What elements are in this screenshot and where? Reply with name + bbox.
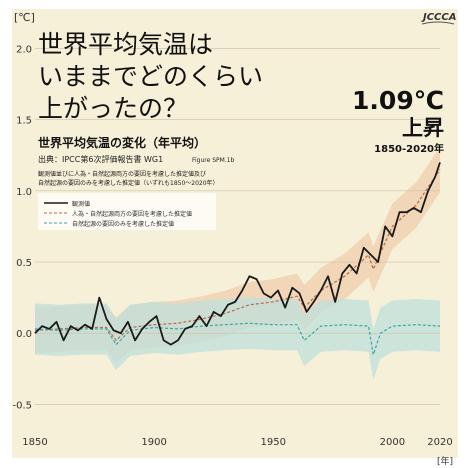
y-tick-label: 1.0 <box>16 187 32 198</box>
y-tick-label: 2.0 <box>16 44 32 55</box>
callout-label: 上昇 <box>402 116 444 140</box>
y-tick-label: 0.0 <box>16 329 32 340</box>
headline-line-2: いままでどのくらい <box>38 62 263 91</box>
legend-box <box>38 193 216 230</box>
y-gridlines <box>35 48 440 405</box>
source-figure: Figure SPM.1b <box>192 157 235 164</box>
axis-tick-labels: -0.5 0.0 0.5 1.0 1.5 2.0 1850 1900 1950 2000 2020 <box>12 44 452 448</box>
callout-period: 1850-2020年 <box>374 142 444 155</box>
x-tick-label: 1850 <box>22 437 47 448</box>
legend-label-human-natural: 人為・自然起源両方の要因を考慮した推定値 <box>72 210 192 218</box>
human-natural-line <box>34 169 441 341</box>
logo: JCCCA <box>421 12 456 23</box>
source-text: 出典：IPCC第6次評価報告書 WG1 <box>38 154 163 164</box>
legend-label-observed: 観測値 <box>72 200 90 208</box>
uncertainty-bands <box>35 146 440 381</box>
description-line-1: 観測値並びに人為・自然起源両方の要因を考慮した推定値及び <box>38 170 206 178</box>
x-tick-label: 2000 <box>380 437 405 448</box>
x-tick-label: 2020 <box>427 437 452 448</box>
headline-line-1: 世界平均気温は <box>38 30 213 59</box>
natural-line <box>34 322 441 356</box>
callout-value: 1.09℃ <box>352 86 444 115</box>
y-tick-label: 1.5 <box>16 116 32 127</box>
legend: 観測値 人為・自然起源両方の要因を考慮した推定値 自然起源の要因のみを考慮した推… <box>38 193 216 230</box>
y-tick-label: 0.5 <box>16 258 32 269</box>
x-tick-label: 1950 <box>261 437 286 448</box>
headline-line-3: 上がったの？ <box>38 94 188 123</box>
x-tick-label: 1900 <box>141 437 166 448</box>
natural-uncertainty-band <box>35 297 440 381</box>
description-line-2: 自然起源の要因のみを考慮した推定値（いずれも1850～2020年） <box>38 179 219 187</box>
y-tick-label: -0.5 <box>12 400 32 411</box>
chart-title: 世界平均気温の変化（年平均） <box>38 135 206 150</box>
observed-line <box>34 162 441 346</box>
logo-swoosh <box>421 21 455 25</box>
legend-label-natural: 自然起源の要因のみを考慮した推定値 <box>72 220 174 228</box>
y-axis-label: [℃] <box>14 11 35 24</box>
series-lines <box>34 162 441 356</box>
x-axis-label: [年] <box>437 455 453 467</box>
